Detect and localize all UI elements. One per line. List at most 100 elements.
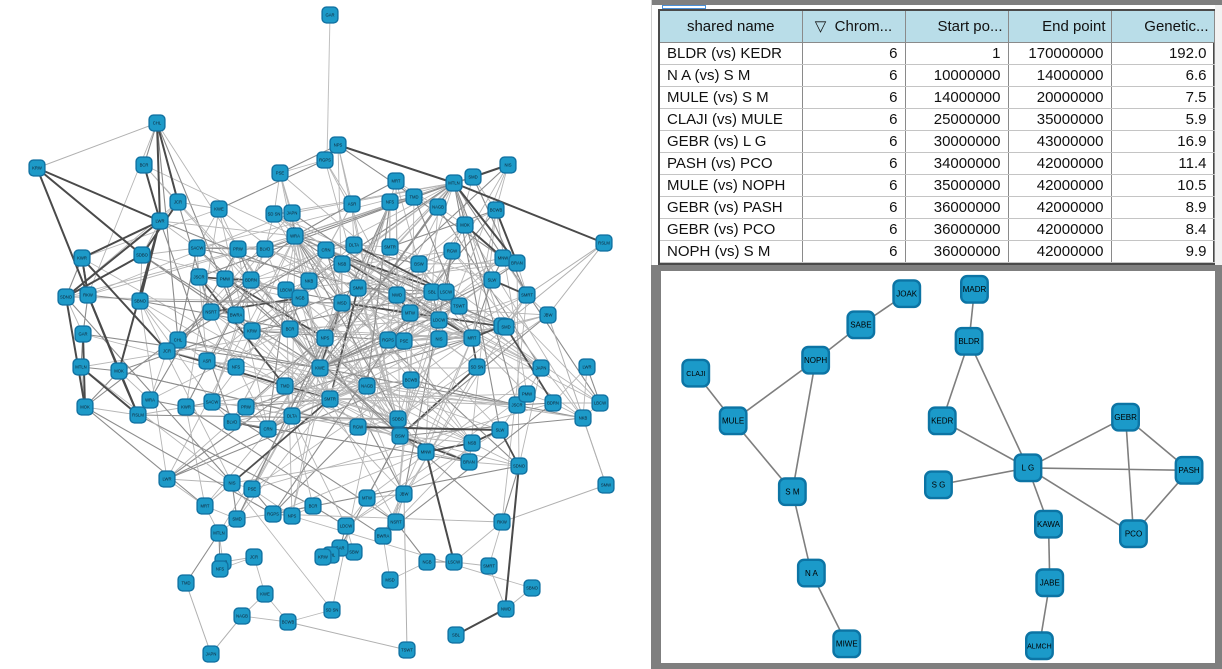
svg-text:WRA: WRA [145, 398, 155, 403]
svg-text:MRT: MRT [392, 179, 401, 184]
svg-text:TMD: TMD [181, 581, 190, 586]
svg-text:SBW: SBW [349, 550, 359, 555]
svg-text:RGPS: RGPS [382, 338, 394, 343]
svg-text:BSW: BSW [414, 262, 424, 267]
svg-text:RGW: RGW [353, 425, 363, 430]
svg-text:PMW: PMW [220, 277, 230, 282]
svg-text:CHL: CHL [153, 121, 162, 126]
svg-text:MIWE: MIWE [836, 640, 858, 649]
svg-text:KAWA: KAWA [1037, 520, 1061, 529]
svg-text:DLTA: DLTA [287, 414, 297, 419]
svg-text:MTLN: MTLN [75, 365, 86, 370]
svg-text:BCR: BCR [309, 504, 318, 509]
svg-text:SMRT: SMRT [483, 564, 495, 569]
svg-text:MADR: MADR [963, 285, 987, 294]
svg-text:N A: N A [805, 569, 819, 578]
svg-text:BLDR: BLDR [958, 337, 980, 346]
svg-text:BDRN: BDRN [547, 401, 559, 406]
svg-text:SBL: SBL [428, 290, 437, 295]
svg-text:SMTR: SMTR [324, 397, 336, 402]
svg-text:BCWB: BCWB [282, 620, 295, 625]
svg-text:SDNO: SDNO [60, 295, 73, 300]
svg-text:NWD: NWD [501, 607, 511, 612]
svg-text:NGB: NGB [295, 296, 304, 301]
svg-text:SMD: SMD [232, 517, 241, 522]
svg-text:ASR: ASR [203, 359, 212, 364]
svg-text:LWR: LWR [156, 219, 165, 224]
svg-text:BCR: BCR [286, 327, 295, 332]
svg-text:JSCR: JSCR [194, 275, 205, 280]
svg-text:LWR: LWR [163, 477, 172, 482]
svg-text:PSE: PSE [400, 339, 409, 344]
svg-text:SD SN: SD SN [326, 608, 339, 613]
svg-text:PMW: PMW [522, 392, 532, 397]
svg-text:LBCW: LBCW [280, 288, 292, 293]
svg-text:NOPH: NOPH [804, 356, 827, 365]
svg-text:NAGB: NAGB [432, 205, 444, 210]
svg-text:SLW: SLW [488, 278, 497, 283]
svg-text:MNW: MNW [498, 256, 509, 261]
svg-text:NSRT: NSRT [205, 310, 217, 315]
svg-text:GAR: GAR [325, 13, 334, 18]
svg-text:SMD: SMD [468, 175, 477, 180]
svg-text:MOK: MOK [460, 223, 470, 228]
svg-text:CHL: CHL [174, 338, 183, 343]
svg-text:JSCR: JSCR [512, 403, 523, 408]
svg-text:NSB: NSB [338, 262, 347, 267]
svg-text:JCR: JCR [250, 555, 258, 560]
svg-text:ALMCH: ALMCH [1027, 644, 1052, 651]
svg-text:KRW: KRW [32, 166, 42, 171]
svg-text:MSD: MSD [385, 578, 394, 583]
svg-text:NAGB: NAGB [361, 384, 373, 389]
svg-text:SDNO: SDNO [513, 464, 526, 469]
svg-text:PCO: PCO [1125, 530, 1142, 539]
svg-text:ASR: ASR [348, 202, 357, 207]
svg-text:KWR: KWR [181, 405, 191, 410]
svg-text:MOK: MOK [114, 369, 124, 374]
svg-text:RSLM: RSLM [598, 241, 610, 246]
svg-text:LSCW: LSCW [440, 290, 452, 295]
svg-text:LBCW: LBCW [594, 401, 606, 406]
svg-text:KWE: KWE [260, 592, 270, 597]
svg-text:JABE: JABE [1040, 579, 1060, 588]
svg-text:NAGB: NAGB [236, 614, 248, 619]
svg-text:NPS: NPS [288, 514, 297, 519]
svg-text:MTW: MTW [405, 311, 415, 316]
svg-text:NFS: NFS [386, 200, 395, 205]
svg-text:DLTA: DLTA [349, 243, 359, 248]
svg-text:NPS: NPS [334, 143, 343, 148]
svg-text:TMD: TMD [409, 195, 418, 200]
svg-text:GEBR: GEBR [1114, 413, 1137, 422]
svg-text:MRT: MRT [201, 504, 210, 509]
svg-text:SBNO: SBNO [134, 299, 147, 304]
svg-text:RGPS: RGPS [267, 512, 279, 517]
svg-text:CRN: CRN [263, 427, 272, 432]
svg-text:SACW: SACW [191, 246, 204, 251]
svg-text:KWE: KWE [315, 366, 325, 371]
svg-text:MTLN: MTLN [448, 181, 459, 186]
svg-text:TSWT: TSWT [453, 304, 465, 309]
svg-text:BDRN: BDRN [245, 278, 257, 283]
svg-text:NFS: NFS [232, 365, 241, 370]
svg-text:SDBO: SDBO [136, 253, 149, 258]
svg-text:JAPN: JAPN [206, 652, 217, 657]
svg-text:PSE: PSE [248, 487, 257, 492]
svg-text:NPS: NPS [321, 336, 330, 341]
svg-text:KWR: KWR [77, 256, 87, 261]
svg-text:WRA: WRA [290, 234, 300, 239]
svg-text:SACW: SACW [206, 400, 219, 405]
svg-text:RKW: RKW [83, 293, 93, 298]
svg-text:JCR: JCR [163, 349, 171, 354]
svg-text:BCWB: BCWB [405, 378, 418, 383]
svg-text:PRW: PRW [233, 247, 243, 252]
svg-text:RKW: RKW [497, 520, 507, 525]
svg-text:SMW: SMW [601, 483, 611, 488]
svg-text:BRAN: BRAN [511, 261, 523, 266]
svg-text:JCR: JCR [174, 200, 182, 205]
svg-text:KWE: KWE [214, 207, 224, 212]
svg-text:SMRT: SMRT [521, 293, 533, 298]
svg-text:MRT: MRT [468, 336, 477, 341]
svg-text:NWD: NWD [392, 293, 402, 298]
svg-text:L G: L G [1022, 464, 1035, 473]
svg-text:S M: S M [785, 488, 800, 497]
